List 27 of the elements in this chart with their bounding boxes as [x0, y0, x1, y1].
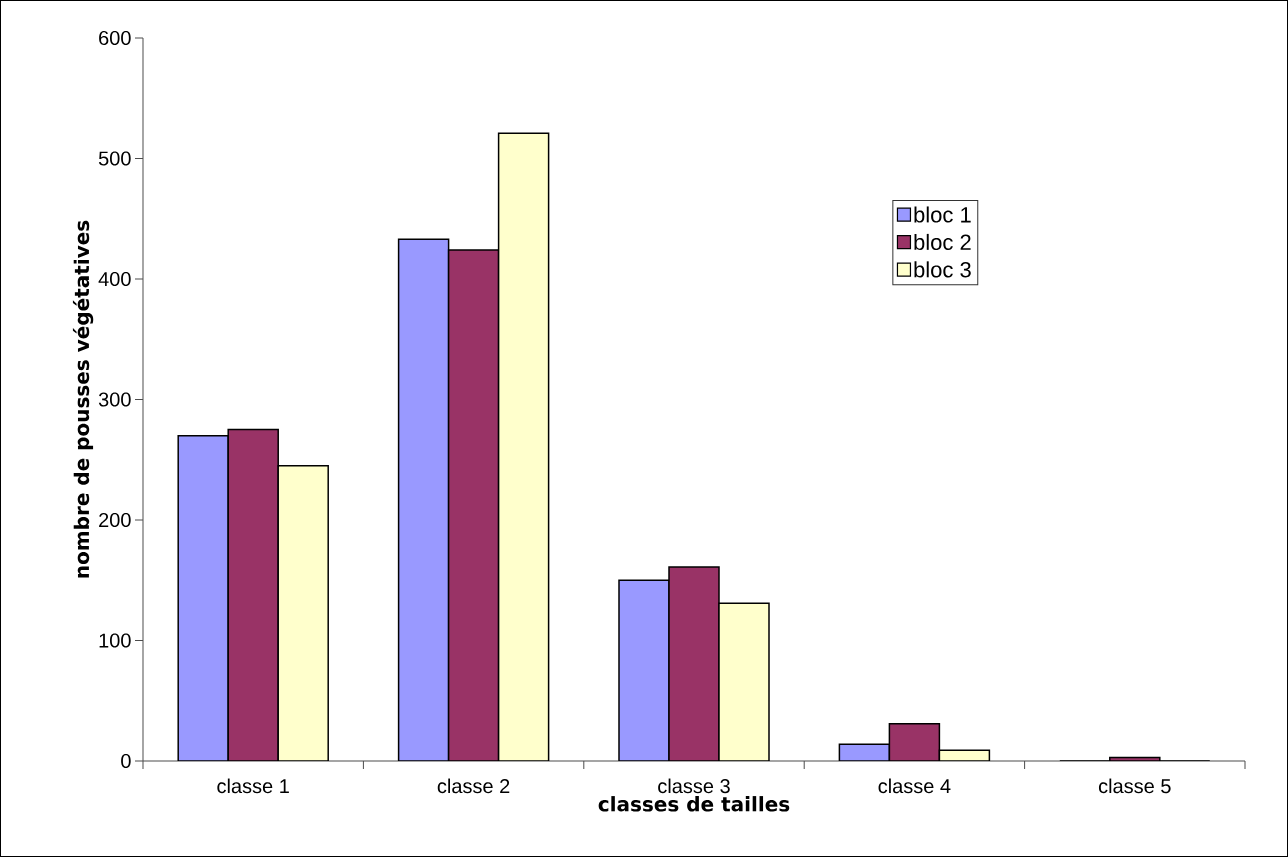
x-tick-label: classe 2 — [437, 778, 510, 794]
bar — [497, 132, 550, 761]
bar — [177, 434, 229, 761]
legend-label: bloc 2 — [914, 233, 971, 251]
y-tick-label: 200 — [99, 512, 131, 528]
x-tick-label: classe 4 — [878, 778, 951, 794]
y-axis-title: nombre de pousses végétatives — [72, 220, 94, 578]
bar — [668, 566, 720, 761]
x-tick-label: classe 5 — [1098, 778, 1171, 794]
bar — [888, 722, 941, 761]
x-tick-label: classe 1 — [217, 778, 289, 794]
y-tick-label: 0 — [121, 753, 131, 769]
y-tick-label: 600 — [99, 30, 131, 46]
y-tick-label: 300 — [98, 392, 131, 407]
bar — [397, 238, 450, 761]
x-tick-label: classe 3 — [658, 778, 730, 794]
y-tick-label: 400 — [98, 271, 131, 287]
legend-label: bloc 1 — [914, 206, 971, 223]
y-tick-label: 100 — [99, 633, 131, 648]
bar — [277, 465, 329, 761]
y-tick-label: 500 — [98, 151, 131, 166]
bar — [618, 579, 670, 761]
bar — [447, 249, 500, 761]
bar — [718, 602, 770, 761]
x-axis-title: classes de tailles — [598, 796, 790, 812]
legend-label: bloc 3 — [914, 261, 971, 278]
bar — [227, 428, 279, 761]
